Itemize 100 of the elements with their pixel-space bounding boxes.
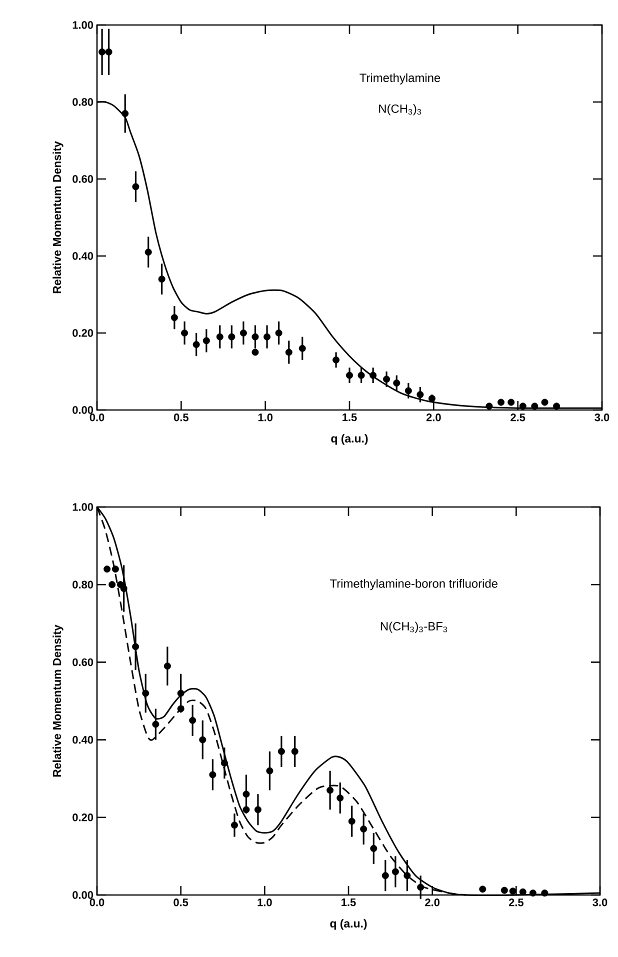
point — [254, 806, 262, 814]
point — [275, 329, 282, 336]
point — [417, 884, 424, 891]
point — [336, 794, 344, 802]
point — [122, 110, 129, 118]
x-tick-label: 2.0 — [425, 898, 440, 906]
point — [132, 643, 140, 650]
annotation: N(CH$_{3}$)$_{3}$-BF$_{3}$ — [380, 622, 447, 633]
point — [112, 566, 119, 573]
point — [508, 398, 515, 406]
point — [170, 314, 178, 322]
point — [382, 872, 389, 880]
point — [177, 705, 184, 712]
point — [242, 790, 250, 798]
x-tick-label: 0.0 — [90, 898, 104, 906]
point — [209, 771, 216, 778]
point — [529, 890, 536, 897]
point — [332, 356, 340, 364]
x-tick-label: 0.0 — [90, 414, 104, 422]
x-tick-label: 0.5 — [174, 898, 188, 906]
x-tick-label: 3.0 — [594, 414, 610, 422]
point — [348, 818, 356, 825]
point — [404, 872, 411, 880]
point — [164, 662, 171, 670]
point — [298, 344, 306, 352]
annotation: Trimethylamine — [360, 73, 440, 84]
y-tick-label: 0.60 — [72, 175, 94, 183]
x-tick-label: 2.5 — [508, 898, 524, 906]
point — [498, 398, 505, 406]
point — [285, 348, 292, 356]
point — [177, 690, 184, 697]
point — [519, 888, 526, 896]
y-tick-label: 1.00 — [72, 503, 94, 511]
point — [120, 584, 128, 592]
point — [152, 720, 160, 728]
point — [98, 48, 106, 56]
point — [486, 402, 493, 410]
point — [404, 387, 412, 394]
y-axis-title: Relative Momentum Density — [52, 141, 64, 294]
point — [220, 760, 228, 767]
y-tick-label: 0.00 — [72, 406, 94, 414]
y-tick-label: 0.00 — [72, 891, 94, 899]
y-tick-label: 0.40 — [72, 252, 94, 260]
point — [252, 333, 259, 340]
point — [230, 822, 238, 829]
point — [428, 394, 436, 402]
y-tick-label: 0.20 — [72, 329, 94, 337]
y-tick-label: 0.20 — [72, 814, 94, 822]
point — [500, 886, 508, 894]
point — [370, 372, 377, 379]
x-tick-label: 2.0 — [426, 414, 441, 422]
y-axis-title: Relative Momentum Density — [52, 624, 64, 777]
point — [266, 767, 274, 774]
annotation: Trimethylamine-boron trifluoride — [330, 579, 498, 590]
point — [240, 329, 247, 336]
point — [531, 402, 538, 410]
point — [291, 748, 298, 755]
point — [189, 716, 196, 724]
point — [358, 372, 365, 379]
point — [392, 868, 399, 876]
x-axis-title: q (a.u.) — [331, 434, 368, 445]
point — [228, 333, 236, 340]
y-tick-label: 0.80 — [72, 580, 94, 588]
x-tick-label: 0.5 — [174, 414, 188, 422]
point — [104, 566, 111, 573]
point — [158, 276, 166, 283]
point — [519, 402, 526, 410]
point — [264, 333, 271, 340]
x-axis-title: q (a.u.) — [330, 919, 367, 930]
point — [360, 826, 368, 833]
point — [416, 391, 424, 398]
point — [553, 402, 560, 410]
point — [541, 398, 548, 406]
point — [509, 888, 516, 895]
x-tick-label: 1.0 — [258, 898, 272, 906]
point — [541, 890, 548, 897]
x-tick-label: 3.0 — [592, 898, 608, 906]
point — [202, 337, 210, 344]
point — [216, 333, 224, 340]
y-tick-label: 0.60 — [72, 658, 94, 666]
x-tick-label: 2.5 — [510, 414, 526, 422]
y-tick-label: 1.00 — [72, 21, 94, 29]
point — [181, 329, 188, 336]
point — [144, 248, 152, 256]
point — [252, 348, 259, 356]
point — [192, 341, 200, 348]
x-tick-label: 1.5 — [342, 414, 357, 422]
x-tick-label: 1.5 — [342, 898, 356, 906]
point — [479, 886, 486, 893]
point — [346, 372, 353, 379]
point — [142, 690, 150, 697]
point — [132, 183, 140, 190]
point — [383, 376, 390, 383]
point — [326, 786, 334, 794]
point — [105, 48, 112, 56]
y-tick-label: 0.40 — [72, 736, 94, 744]
point — [242, 806, 250, 814]
x-tick-label: 1.0 — [258, 414, 272, 422]
point — [199, 736, 206, 744]
y-tick-label: 0.80 — [72, 98, 94, 106]
